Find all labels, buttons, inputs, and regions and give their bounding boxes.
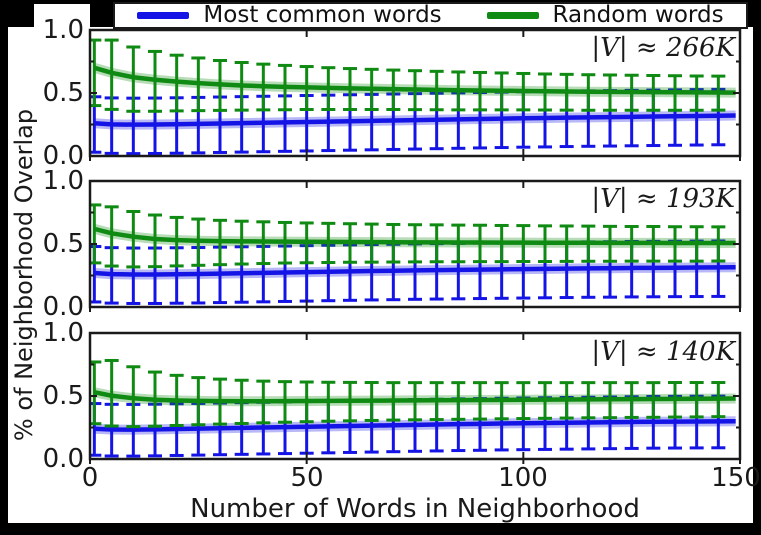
series-line xyxy=(94,418,736,432)
x-tick-label: 50 xyxy=(290,463,324,493)
legend-item-random-words: Random words xyxy=(486,2,724,28)
series-line xyxy=(93,65,736,95)
tick-label-patch xyxy=(34,4,90,28)
legend-swatch-green-line xyxy=(486,12,539,19)
y-tick-label: 1.0 xyxy=(42,15,84,45)
legend: Most common words Random words xyxy=(113,2,748,29)
subplot-series-1 xyxy=(89,203,736,305)
legend-label-random-words: Random words xyxy=(552,2,724,28)
y-tick-label: 0.0 xyxy=(42,141,84,171)
y-tick-label: 0.5 xyxy=(42,229,84,259)
x-tick-label: 150 xyxy=(711,463,761,493)
error-bars xyxy=(89,38,726,113)
error-bars xyxy=(89,358,726,429)
axis-ticks xyxy=(89,180,741,312)
y-tick-label: 0.5 xyxy=(42,78,84,108)
axis-ticks xyxy=(89,29,741,161)
axis-ticks xyxy=(89,332,741,464)
y-tick-label: 1.0 xyxy=(42,166,84,196)
series-line xyxy=(93,390,736,404)
series-line xyxy=(94,113,736,127)
legend-swatch-blue-line xyxy=(137,12,190,19)
subplot-series-2 xyxy=(89,358,736,458)
y-tick-label: 1.0 xyxy=(42,318,84,348)
series-line xyxy=(93,226,736,246)
subplot-series-0 xyxy=(89,38,736,156)
subplot-label-140k: |V| ≈ 140K xyxy=(591,337,735,367)
legend-label-most-common-words: Most common words xyxy=(203,2,442,28)
subplot-label-193k: |V| ≈ 193K xyxy=(591,184,735,214)
series-line xyxy=(94,265,736,277)
legend-item-most-common-words: Most common words xyxy=(137,2,442,28)
y-tick-label: 0.0 xyxy=(42,444,84,474)
x-axis-title: Number of Words in Neighborhood xyxy=(190,494,640,524)
subplot-label-266k: |V| ≈ 266K xyxy=(591,33,735,63)
x-tick-label: 100 xyxy=(498,463,548,493)
y-axis-title: % of Neighborhood Overlap xyxy=(10,108,38,442)
x-tick-label: 0 xyxy=(81,463,99,493)
y-tick-label: 0.0 xyxy=(42,292,84,322)
y-tick-label: 0.5 xyxy=(42,381,84,411)
